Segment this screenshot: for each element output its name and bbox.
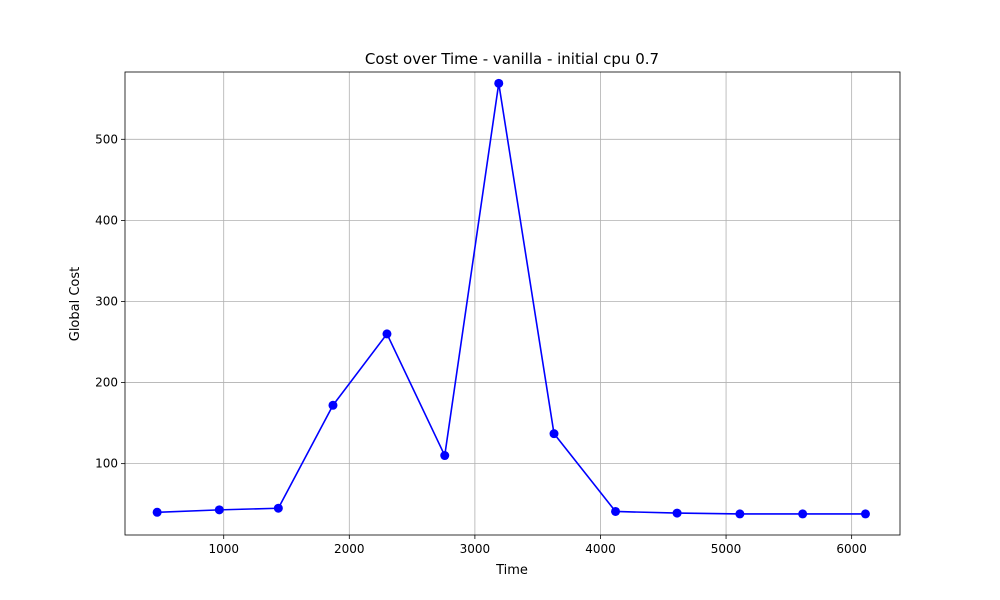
y-tick-label: 100	[95, 457, 118, 471]
data-point	[273, 503, 283, 513]
y-axis-ticks: 100 200 300 400 500	[95, 132, 125, 471]
plot-frame	[124, 71, 901, 536]
data-point	[860, 509, 870, 519]
x-tick-label: 1000	[208, 542, 239, 556]
data-point	[214, 505, 224, 515]
x-tick-label: 2000	[334, 542, 365, 556]
x-tick-label: 5000	[711, 542, 742, 556]
data-point	[611, 506, 621, 516]
chart-title: Cost over Time - vanilla - initial cpu 0…	[365, 50, 659, 68]
data-point	[152, 507, 162, 517]
y-tick-label: 200	[95, 376, 118, 390]
data-point	[549, 429, 559, 439]
series-group	[152, 78, 870, 519]
x-axis-label: Time	[495, 563, 528, 578]
data-point	[798, 509, 808, 519]
data-point	[328, 400, 338, 410]
grid-lines	[125, 72, 900, 535]
data-point	[735, 509, 745, 519]
x-tick-label: 6000	[836, 542, 867, 556]
data-point	[494, 78, 504, 88]
x-tick-label: 3000	[460, 542, 491, 556]
y-axis-label: Global Cost	[68, 267, 83, 342]
y-tick-label: 300	[95, 294, 118, 308]
data-point	[382, 329, 392, 339]
y-tick-label: 400	[95, 213, 118, 227]
x-axis-ticks: 1000 2000 3000 4000 5000 6000	[208, 535, 867, 556]
series-line	[157, 82, 866, 515]
y-tick-label: 500	[95, 132, 118, 146]
x-tick-label: 4000	[585, 542, 616, 556]
data-point	[672, 508, 682, 518]
data-point	[440, 451, 450, 461]
